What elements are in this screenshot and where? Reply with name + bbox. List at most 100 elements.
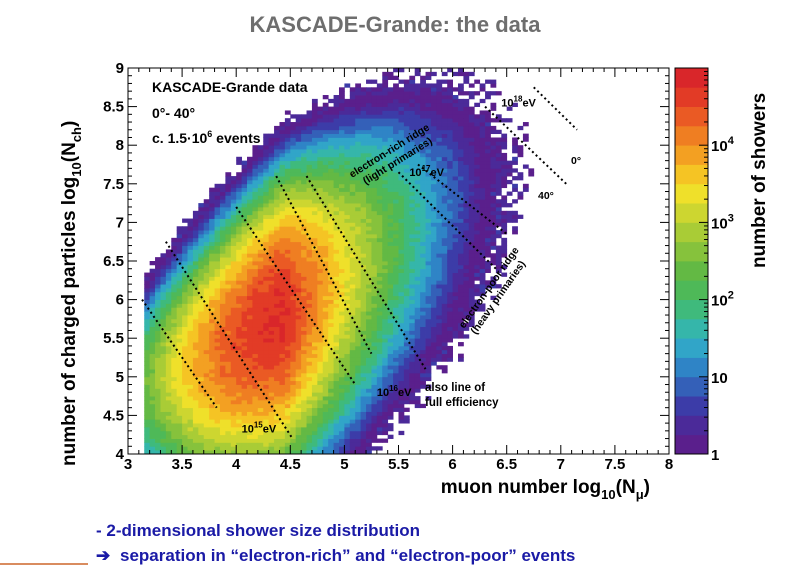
heatmap-cell bbox=[236, 392, 243, 397]
heatmap-cell bbox=[252, 280, 259, 285]
heatmap-cell bbox=[452, 241, 459, 246]
heatmap-cell bbox=[284, 388, 291, 393]
heatmap-cell bbox=[198, 423, 205, 428]
heatmap-cell bbox=[219, 214, 226, 219]
heatmap-cell bbox=[349, 261, 356, 266]
heatmap-cell bbox=[290, 125, 297, 131]
heatmap-cell bbox=[301, 291, 307, 297]
heatmap-cell bbox=[463, 280, 470, 285]
heatmap-cell bbox=[452, 291, 459, 297]
heatmap-cell bbox=[338, 122, 345, 127]
heatmap-cell bbox=[338, 291, 345, 297]
heatmap-cell bbox=[349, 411, 356, 416]
heatmap-cell bbox=[263, 288, 270, 293]
heatmap-cell bbox=[360, 434, 367, 439]
heatmap-cell bbox=[225, 268, 232, 273]
heatmap-cell bbox=[263, 392, 270, 397]
heatmap-cell bbox=[452, 311, 459, 316]
heatmap-cell bbox=[468, 284, 475, 289]
heatmap-cell bbox=[317, 110, 324, 115]
heatmap-cell bbox=[393, 183, 399, 189]
heatmap-cell bbox=[490, 164, 497, 169]
heatmap-cell bbox=[458, 214, 464, 219]
heatmap-cell bbox=[187, 419, 194, 424]
heatmap-cell bbox=[290, 288, 297, 293]
heatmap-cell bbox=[468, 125, 475, 131]
heatmap-cell bbox=[333, 361, 340, 366]
heatmap-cell bbox=[366, 172, 372, 177]
heatmap-cell bbox=[284, 392, 291, 397]
heatmap-cell bbox=[160, 365, 167, 370]
heatmap-cell bbox=[366, 79, 372, 84]
heatmap-cell bbox=[441, 168, 448, 173]
heatmap-cell bbox=[349, 419, 356, 424]
heatmap-cell bbox=[241, 384, 248, 389]
heatmap-cell bbox=[311, 249, 318, 254]
heatmap-cell bbox=[441, 245, 448, 250]
heatmap-cell bbox=[349, 199, 356, 204]
heatmap-cell bbox=[420, 160, 426, 165]
heatmap-cell bbox=[420, 365, 426, 370]
heatmap-cell bbox=[468, 122, 475, 127]
heatmap-cell bbox=[479, 241, 486, 246]
heatmap-cell bbox=[252, 322, 259, 328]
heatmap-cell bbox=[447, 152, 453, 158]
heatmap-cell bbox=[301, 249, 307, 254]
heatmap-cell bbox=[187, 403, 194, 409]
heatmap-cell bbox=[387, 399, 394, 405]
heatmap-cell bbox=[268, 172, 275, 177]
heatmap-cell bbox=[425, 237, 432, 243]
heatmap-cell bbox=[376, 222, 383, 227]
heatmap-cell bbox=[398, 326, 405, 331]
heatmap-cell bbox=[295, 195, 302, 200]
heatmap-cell bbox=[468, 91, 475, 96]
heatmap-cell bbox=[176, 442, 183, 447]
heatmap-cell bbox=[387, 160, 394, 165]
heatmap-cell bbox=[165, 361, 172, 366]
heatmap-cell bbox=[425, 396, 432, 401]
heatmap-cell bbox=[382, 176, 389, 181]
heatmap-cell bbox=[452, 71, 459, 77]
heatmap-cell bbox=[176, 303, 183, 308]
heatmap-cell bbox=[160, 392, 167, 397]
heatmap-cell bbox=[295, 191, 302, 196]
heatmap-cell bbox=[425, 338, 432, 343]
heatmap-cell bbox=[144, 345, 151, 351]
heatmap-cell bbox=[468, 110, 475, 115]
heatmap-cell bbox=[290, 411, 297, 416]
heatmap-cell bbox=[176, 315, 183, 320]
heatmap-cell bbox=[349, 172, 356, 177]
heatmap-cell bbox=[468, 176, 475, 181]
heatmap-cell bbox=[301, 303, 307, 308]
heatmap-cell bbox=[398, 195, 405, 200]
heatmap-cell bbox=[322, 392, 329, 397]
heatmap-cell bbox=[398, 257, 405, 262]
heatmap-cell bbox=[252, 172, 259, 177]
heatmap-cell bbox=[344, 206, 351, 212]
heatmap-cell bbox=[333, 133, 340, 138]
heatmap-cell bbox=[225, 411, 232, 416]
heatmap-cell bbox=[209, 295, 215, 300]
heatmap-cell bbox=[452, 284, 459, 289]
heatmap-cell bbox=[198, 210, 205, 216]
heatmap-cell bbox=[306, 384, 313, 389]
heatmap-cell bbox=[252, 303, 259, 308]
heatmap-cell bbox=[263, 438, 270, 443]
heatmap-cell bbox=[252, 203, 259, 208]
heatmap-cell bbox=[376, 114, 383, 119]
heatmap-cell bbox=[355, 423, 362, 428]
heatmap-cell bbox=[268, 164, 275, 169]
heatmap-cell bbox=[295, 168, 302, 173]
heatmap-cell bbox=[290, 361, 297, 366]
heatmap-cell bbox=[479, 280, 486, 285]
heatmap-cell bbox=[344, 98, 351, 104]
heatmap-cell bbox=[155, 450, 161, 454]
heatmap-cell bbox=[371, 288, 378, 293]
heatmap-cell bbox=[338, 241, 345, 246]
heatmap-cell bbox=[209, 318, 215, 324]
heatmap-cell bbox=[382, 156, 389, 162]
heatmap-cell bbox=[176, 446, 183, 451]
heatmap-cell bbox=[290, 241, 297, 246]
heatmap-cell bbox=[236, 295, 243, 300]
heatmap-cell bbox=[403, 392, 410, 397]
